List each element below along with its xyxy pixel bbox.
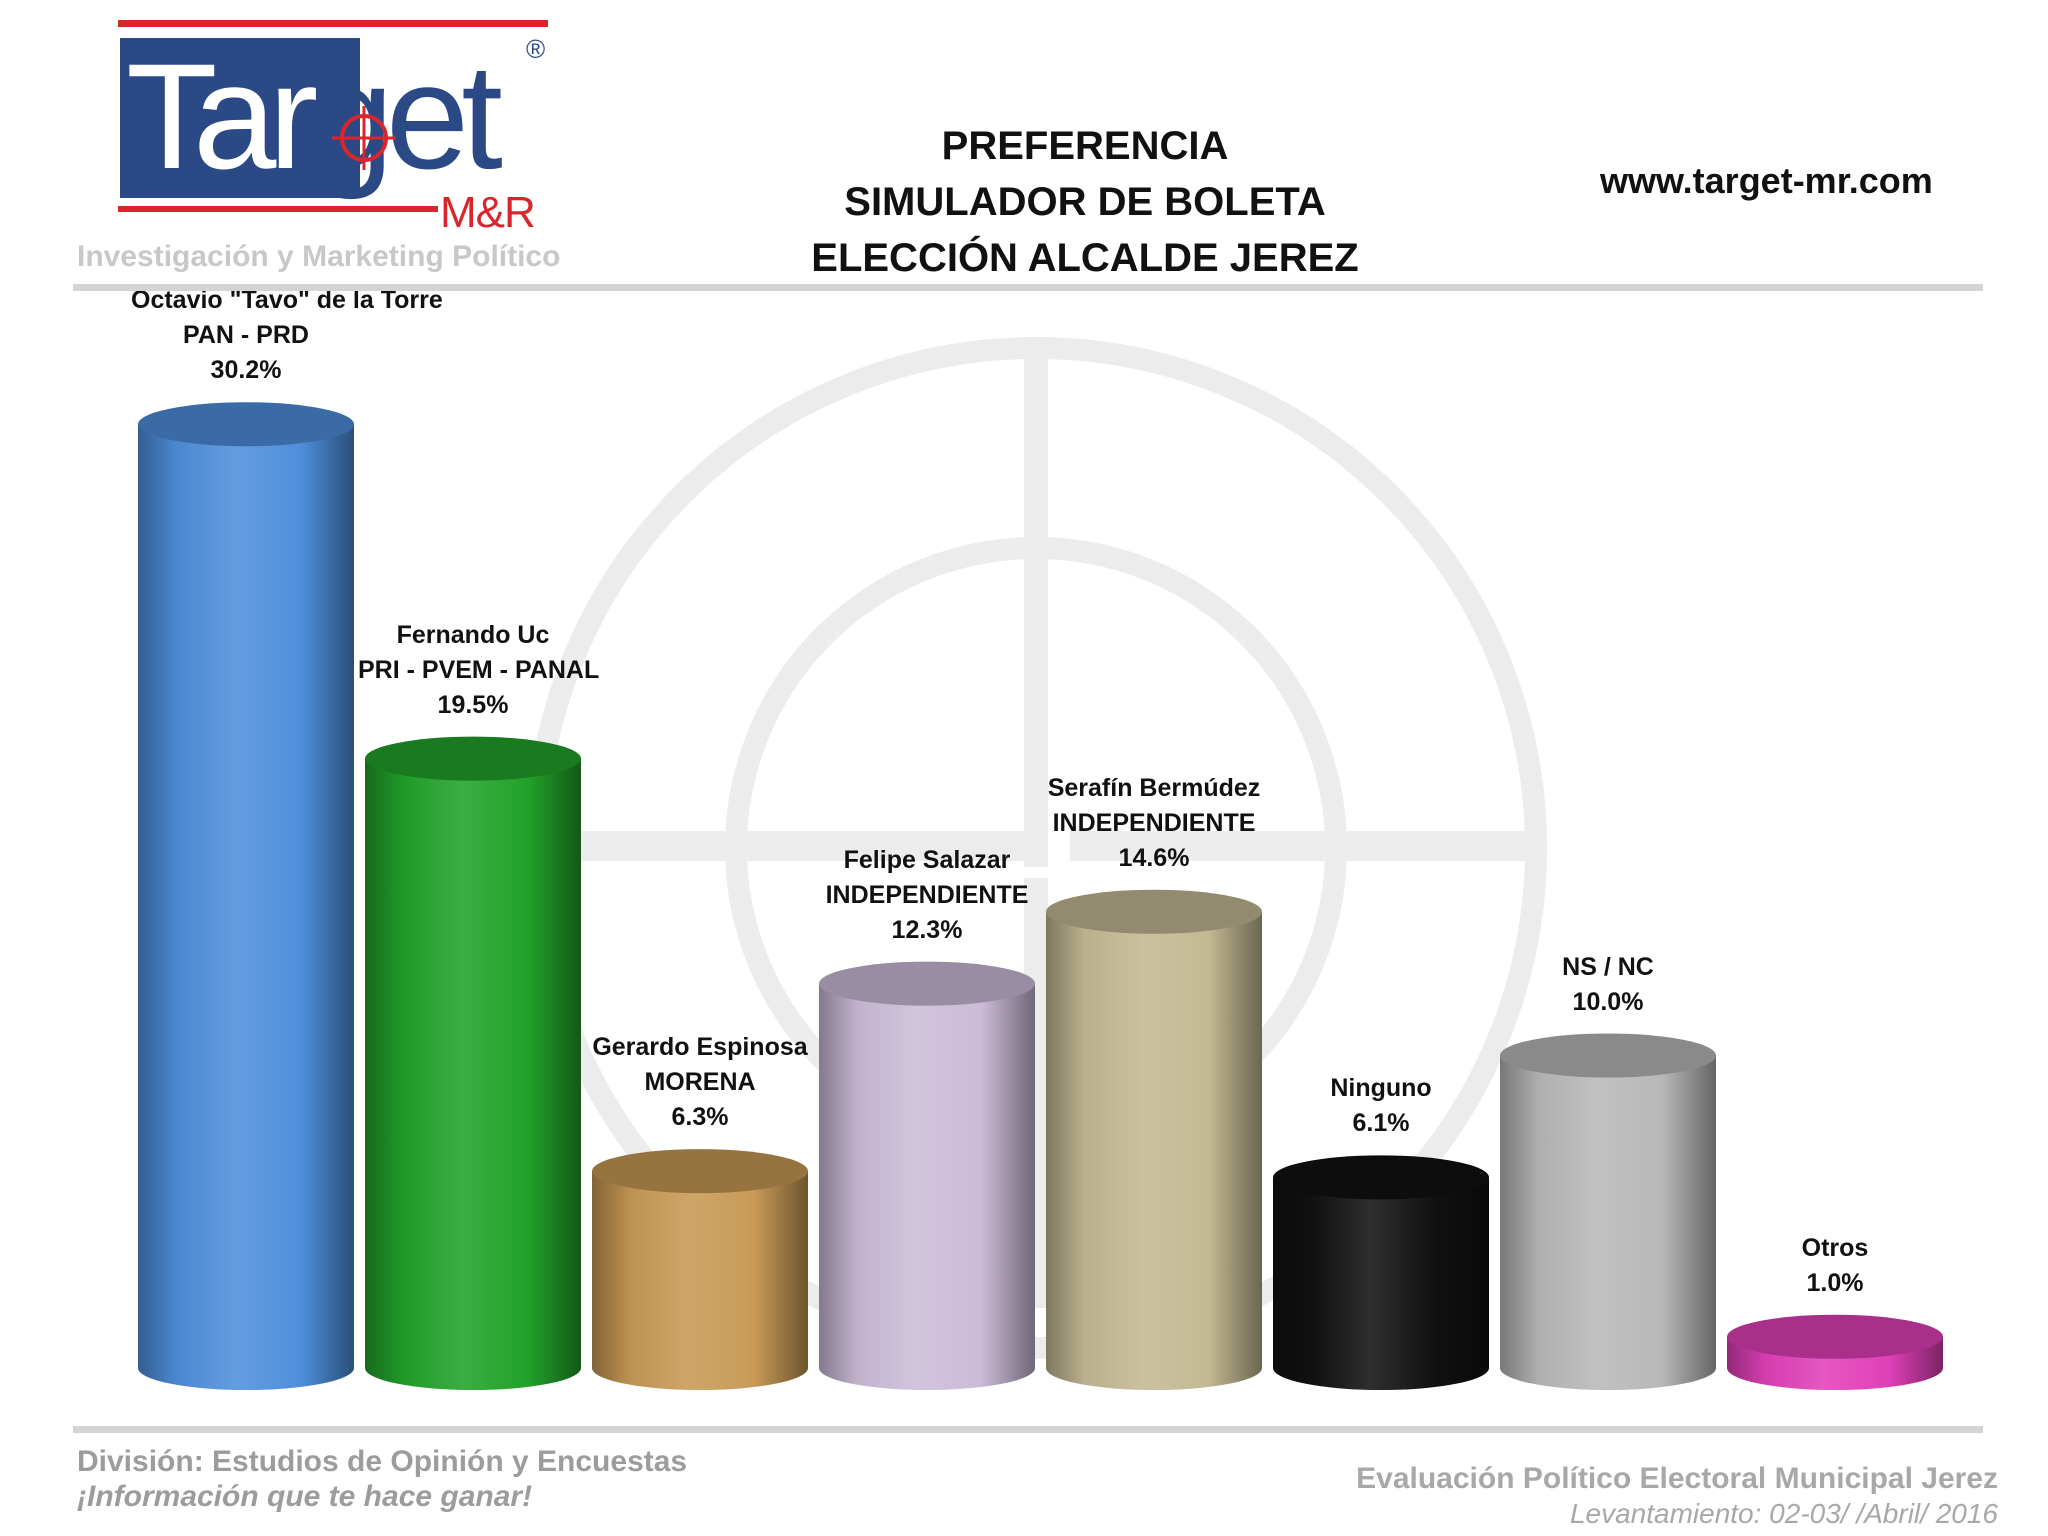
bar-top [819,961,1035,1006]
bar-label-label: 14.6% [1118,843,1190,872]
bar-body [1500,1055,1716,1390]
title-line-3: ELECCIÓN ALCALDE JEREZ [811,236,1359,280]
bar-label-label: 30.2% [210,356,282,385]
bar-3 [592,1149,808,1390]
bar-body [138,424,354,1390]
bar-label-label: 1.0% [1806,1268,1864,1297]
bar-label-name: Felipe Salazar [843,845,1011,874]
bar-top [1727,1314,1943,1359]
footer-survey-date: Levantamiento: 02-03/ /Abril/ 2016 [1569,1498,1998,1529]
bar-1 [138,402,354,1390]
logo-top-line [118,20,548,27]
bar-label-5: Serafín Bermúdez INDEPENDIENTE 14.6% [1039,771,1269,876]
bar-body [1273,1177,1489,1390]
bar-body [1046,911,1262,1390]
bar-top [138,402,354,447]
logo-blue-box [120,38,360,198]
bar-4 [819,961,1035,1390]
bar-label-label: 6.3% [671,1103,729,1132]
footer-slogan: ¡Información que te hace ganar! [77,1480,533,1513]
crosshair-icon [332,106,396,170]
bar-label-party: MORENA [644,1068,756,1097]
bar-top [365,736,581,781]
website-url: www.target-mr.com [1600,160,1933,201]
bar-body [819,983,1035,1390]
target-logo: Target M&R ® [118,20,558,240]
bar-label-6: Ninguno 6.1% [1266,1071,1496,1141]
footer-evaluation: Evaluación Político Electoral Municipal … [1356,1462,1998,1495]
bar-label-1: Octavio "Tavo" de la Torre PAN - PRD 30.2% [131,283,443,388]
logo-word-light: Tar [126,32,318,200]
bar-label-4: Felipe Salazar INDEPENDIENTE 12.3% [812,843,1042,948]
bars-group [138,402,1943,1390]
bar-label-party: INDEPENDIENTE [1052,808,1256,837]
registered-mark: ® [526,34,546,64]
bar-top [1046,889,1262,934]
bar-top [592,1149,808,1194]
bar-label-name: Gerardo Espinosa [592,1033,808,1062]
bar-label-name: Ninguno [1330,1074,1432,1103]
bar-label-name: Fernando Uc [396,620,550,649]
bar-label-label: 10.0% [1572,987,1644,1016]
title-line-1: PREFERENCIA [941,124,1229,168]
bar-top [1273,1155,1489,1200]
bar-5 [1046,889,1262,1390]
logo-word-dark: get [310,32,503,200]
bar-body [365,758,581,1390]
footer-division: División: Estudios de Opinión y Encuesta… [77,1445,688,1478]
bar-6 [1273,1155,1489,1390]
logo-mr: M&R [440,188,536,237]
bar-label-label: 19.5% [437,690,509,719]
bar-label-2: Fernando Uc PRI - PVEM - PANAL 19.5% [358,618,600,723]
bar-label-party: PRI - PVEM - PANAL [358,655,600,684]
logo-bottom-line [118,206,438,212]
bar-2 [365,736,581,1390]
chart-title: PREFERENCIA SIMULADOR DE BOLETA ELECCIÓN… [760,118,1410,286]
bar-8 [1727,1314,1943,1390]
bar-label-name: NS / NC [1562,952,1654,981]
bar-label-3: Gerardo Espinosa MORENA 6.3% [585,1030,815,1135]
target-watermark [525,337,1547,1359]
bar-label-party: PAN - PRD [183,321,309,350]
title-line-2: SIMULADOR DE BOLETA [844,180,1326,224]
bar-label-8: Otros 1.0% [1720,1231,1950,1301]
bar-label-party: INDEPENDIENTE [825,880,1029,909]
header-divider [73,284,1983,291]
bar-top [1500,1033,1716,1078]
bar-label-7: NS / NC 10.0% [1493,950,1723,1020]
bar-7 [1500,1033,1716,1390]
bar-label-name: Otros [1801,1233,1869,1262]
bar-body [592,1171,808,1390]
bar-label-label: 12.3% [891,915,963,944]
bar-label-name: Serafín Bermúdez [1047,773,1261,802]
logo-wordmark: Target [126,36,503,196]
tagline: Investigación y Marketing Político [77,240,561,273]
bar-label-label: 6.1% [1352,1109,1410,1138]
footer-divider [73,1426,1983,1433]
